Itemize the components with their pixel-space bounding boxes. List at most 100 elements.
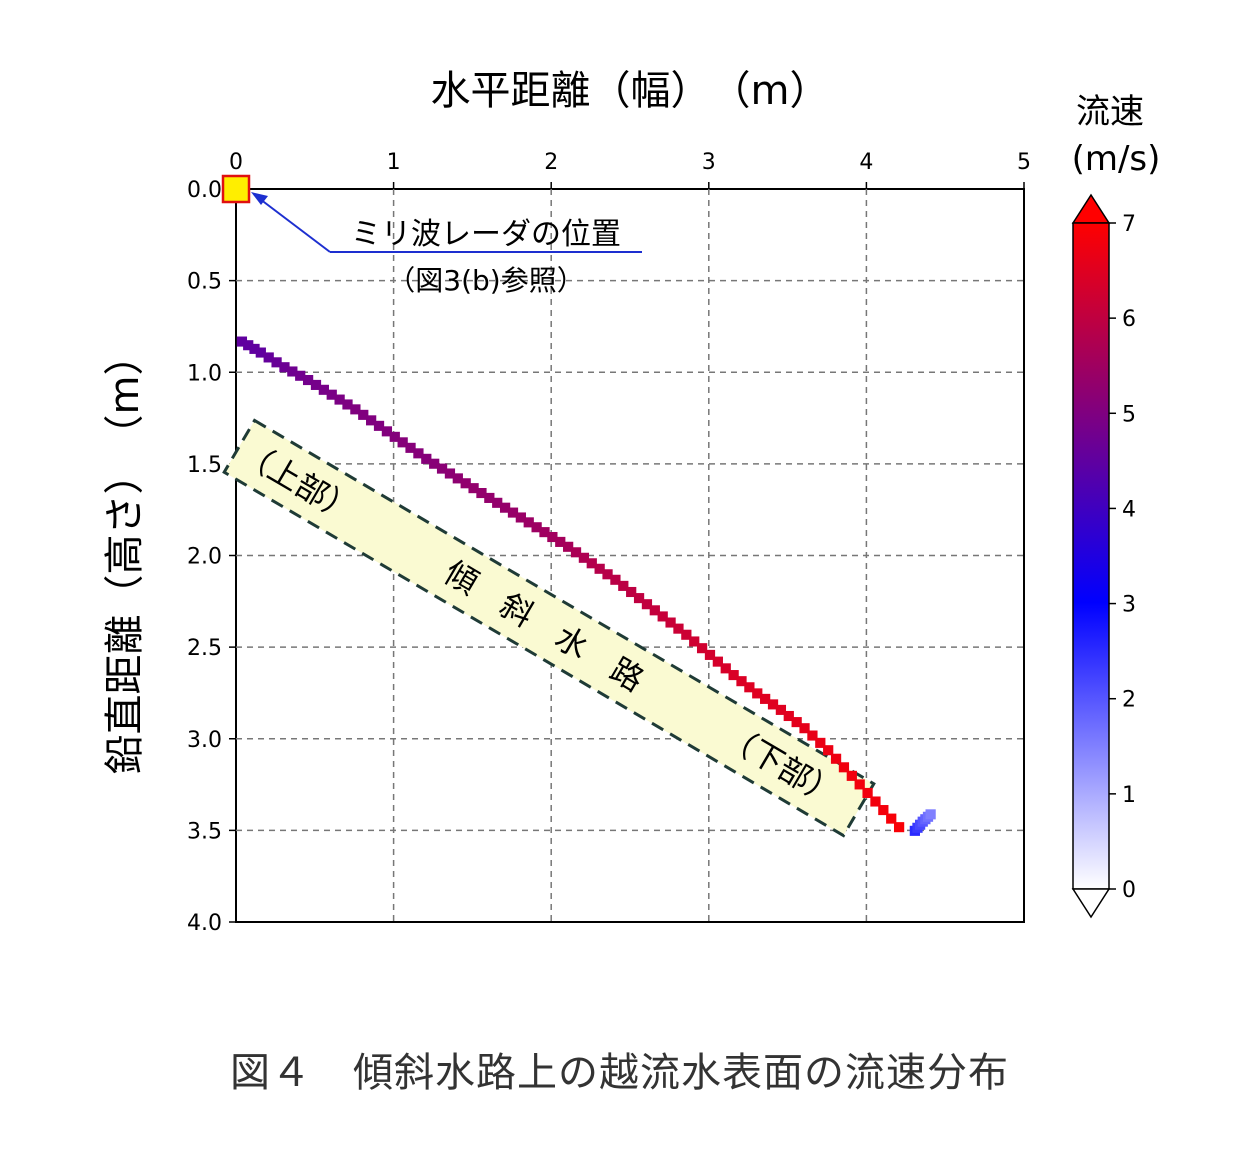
velocity-cell (318, 384, 329, 395)
colorbar-ticks: 0 1 2 3 4 5 6 7 (1109, 212, 1136, 903)
velocity-cell (476, 488, 487, 499)
velocity-cell (760, 693, 771, 704)
velocity-cell (249, 343, 260, 354)
velocity-cell (334, 394, 345, 405)
radar-annotation: ミリ波レーダの位置 （図3(b)参照） (251, 192, 642, 297)
velocity-cell (689, 636, 700, 647)
x-tick-label: 0 (229, 150, 243, 175)
velocity-cell (358, 409, 369, 420)
velocity-cell (429, 458, 440, 469)
velocity-cell (444, 468, 456, 479)
velocity-cell (815, 737, 826, 748)
radar-marker (221, 174, 251, 204)
velocity-cell (405, 442, 416, 453)
y-tick-label: 0.0 (187, 178, 222, 203)
velocity-cell (499, 502, 511, 513)
velocity-cell (775, 704, 787, 715)
colorbar-tick-label: 1 (1122, 783, 1136, 808)
velocity-cells (236, 336, 936, 836)
velocity-cell (925, 809, 936, 820)
velocity-cell (649, 605, 660, 616)
velocity-cell (641, 599, 653, 610)
velocity-cell (531, 522, 542, 533)
velocity-cell (791, 717, 802, 728)
velocity-cell (421, 453, 432, 464)
colorbar-extend-max (1071, 193, 1111, 224)
velocity-cell (310, 379, 322, 390)
velocity-cell (578, 552, 590, 563)
radar-label: ミリ波レーダの位置 (351, 217, 621, 252)
velocity-cell (878, 805, 889, 816)
velocity-cell (783, 710, 794, 722)
velocity-cell (547, 531, 558, 543)
velocity-cell (594, 563, 605, 574)
velocity-cell (744, 682, 755, 693)
y-axis-ticks: 0.0 0.5 1.0 1.5 2.0 2.5 3.0 3.5 4.0 (187, 178, 236, 936)
velocity-cell (460, 478, 471, 489)
velocity-cell (862, 787, 873, 799)
velocity-cell (720, 663, 731, 674)
velocity-cell (413, 448, 424, 459)
velocity-cell (255, 347, 266, 358)
velocity-cell (823, 745, 834, 756)
x-tick-label: 2 (544, 150, 558, 175)
colorbar-tick-label: 6 (1122, 307, 1136, 332)
velocity-cell (523, 517, 534, 528)
velocity-cell (243, 340, 254, 351)
velocity-cell (373, 420, 385, 431)
velocity-cell (484, 492, 495, 503)
velocity-cell (704, 649, 716, 660)
radar-pointer-arrowhead (251, 192, 268, 205)
x-tick-label: 5 (1017, 150, 1031, 175)
y-tick-label: 4.0 (187, 911, 222, 936)
colorbar-tick-label: 5 (1122, 402, 1136, 427)
velocity-cell (570, 547, 582, 558)
y-tick-label: 2.0 (187, 545, 222, 570)
x-axis-title: 水平距離（幅） （m） (431, 68, 830, 114)
velocity-cell (602, 569, 613, 580)
velocity-cell (350, 404, 361, 415)
velocity-cell (681, 629, 692, 640)
velocity-cell (838, 762, 850, 773)
velocity-cell (397, 437, 408, 448)
plot-area (235, 188, 1025, 923)
velocity-cell (665, 617, 676, 628)
figure-caption: 図４ 傾斜水路上の越流水表面の流速分布 (230, 1050, 1009, 1096)
x-axis-ticks: 0 1 2 3 4 5 (229, 150, 1031, 189)
x-tick-label: 1 (387, 150, 401, 175)
velocity-cell (539, 527, 550, 538)
colorbar-tick-label: 2 (1122, 688, 1136, 713)
velocity-cell (342, 399, 353, 410)
velocity-cell (366, 415, 377, 426)
velocity-cell (846, 770, 857, 781)
velocity-cell (767, 699, 779, 710)
velocity-cell (618, 580, 629, 591)
colorbar-unit: (m/s) (1072, 139, 1161, 179)
velocity-cell (830, 753, 842, 764)
velocity-cell (736, 676, 747, 687)
velocity-cell (452, 473, 463, 484)
velocity-cell (696, 643, 708, 654)
velocity-cell (263, 352, 274, 363)
channel-band-rect (222, 418, 876, 838)
colorbar-tick-label: 0 (1122, 878, 1136, 903)
velocity-cell (236, 336, 248, 347)
velocity-cell (870, 796, 881, 807)
velocity-cell (436, 463, 448, 474)
colorbar-tick-label: 7 (1122, 212, 1136, 237)
velocity-distribution-figure: 0 1 2 3 4 5 0.0 0.5 1.0 1.5 2.0 2.5 3.0 3.5 4.0 水平距離（… (102, 68, 1161, 936)
velocity-cell (326, 389, 337, 400)
velocity-cell (468, 483, 479, 494)
y-tick-label: 0.5 (187, 270, 222, 295)
velocity-cell (295, 370, 306, 381)
y-tick-label: 1.0 (187, 361, 222, 386)
velocity-cell (633, 593, 645, 604)
radar-sublabel: （図3(b)参照） (387, 264, 584, 297)
colorbar-extend-min (1071, 888, 1111, 919)
velocity-cell (657, 611, 668, 622)
colorbar-tick-label: 4 (1122, 497, 1136, 522)
y-tick-label: 3.0 (187, 728, 222, 753)
colorbar-gradient (1072, 222, 1110, 890)
colorbar-title: 流速 (1076, 92, 1144, 132)
y-tick-label: 2.5 (187, 636, 222, 661)
